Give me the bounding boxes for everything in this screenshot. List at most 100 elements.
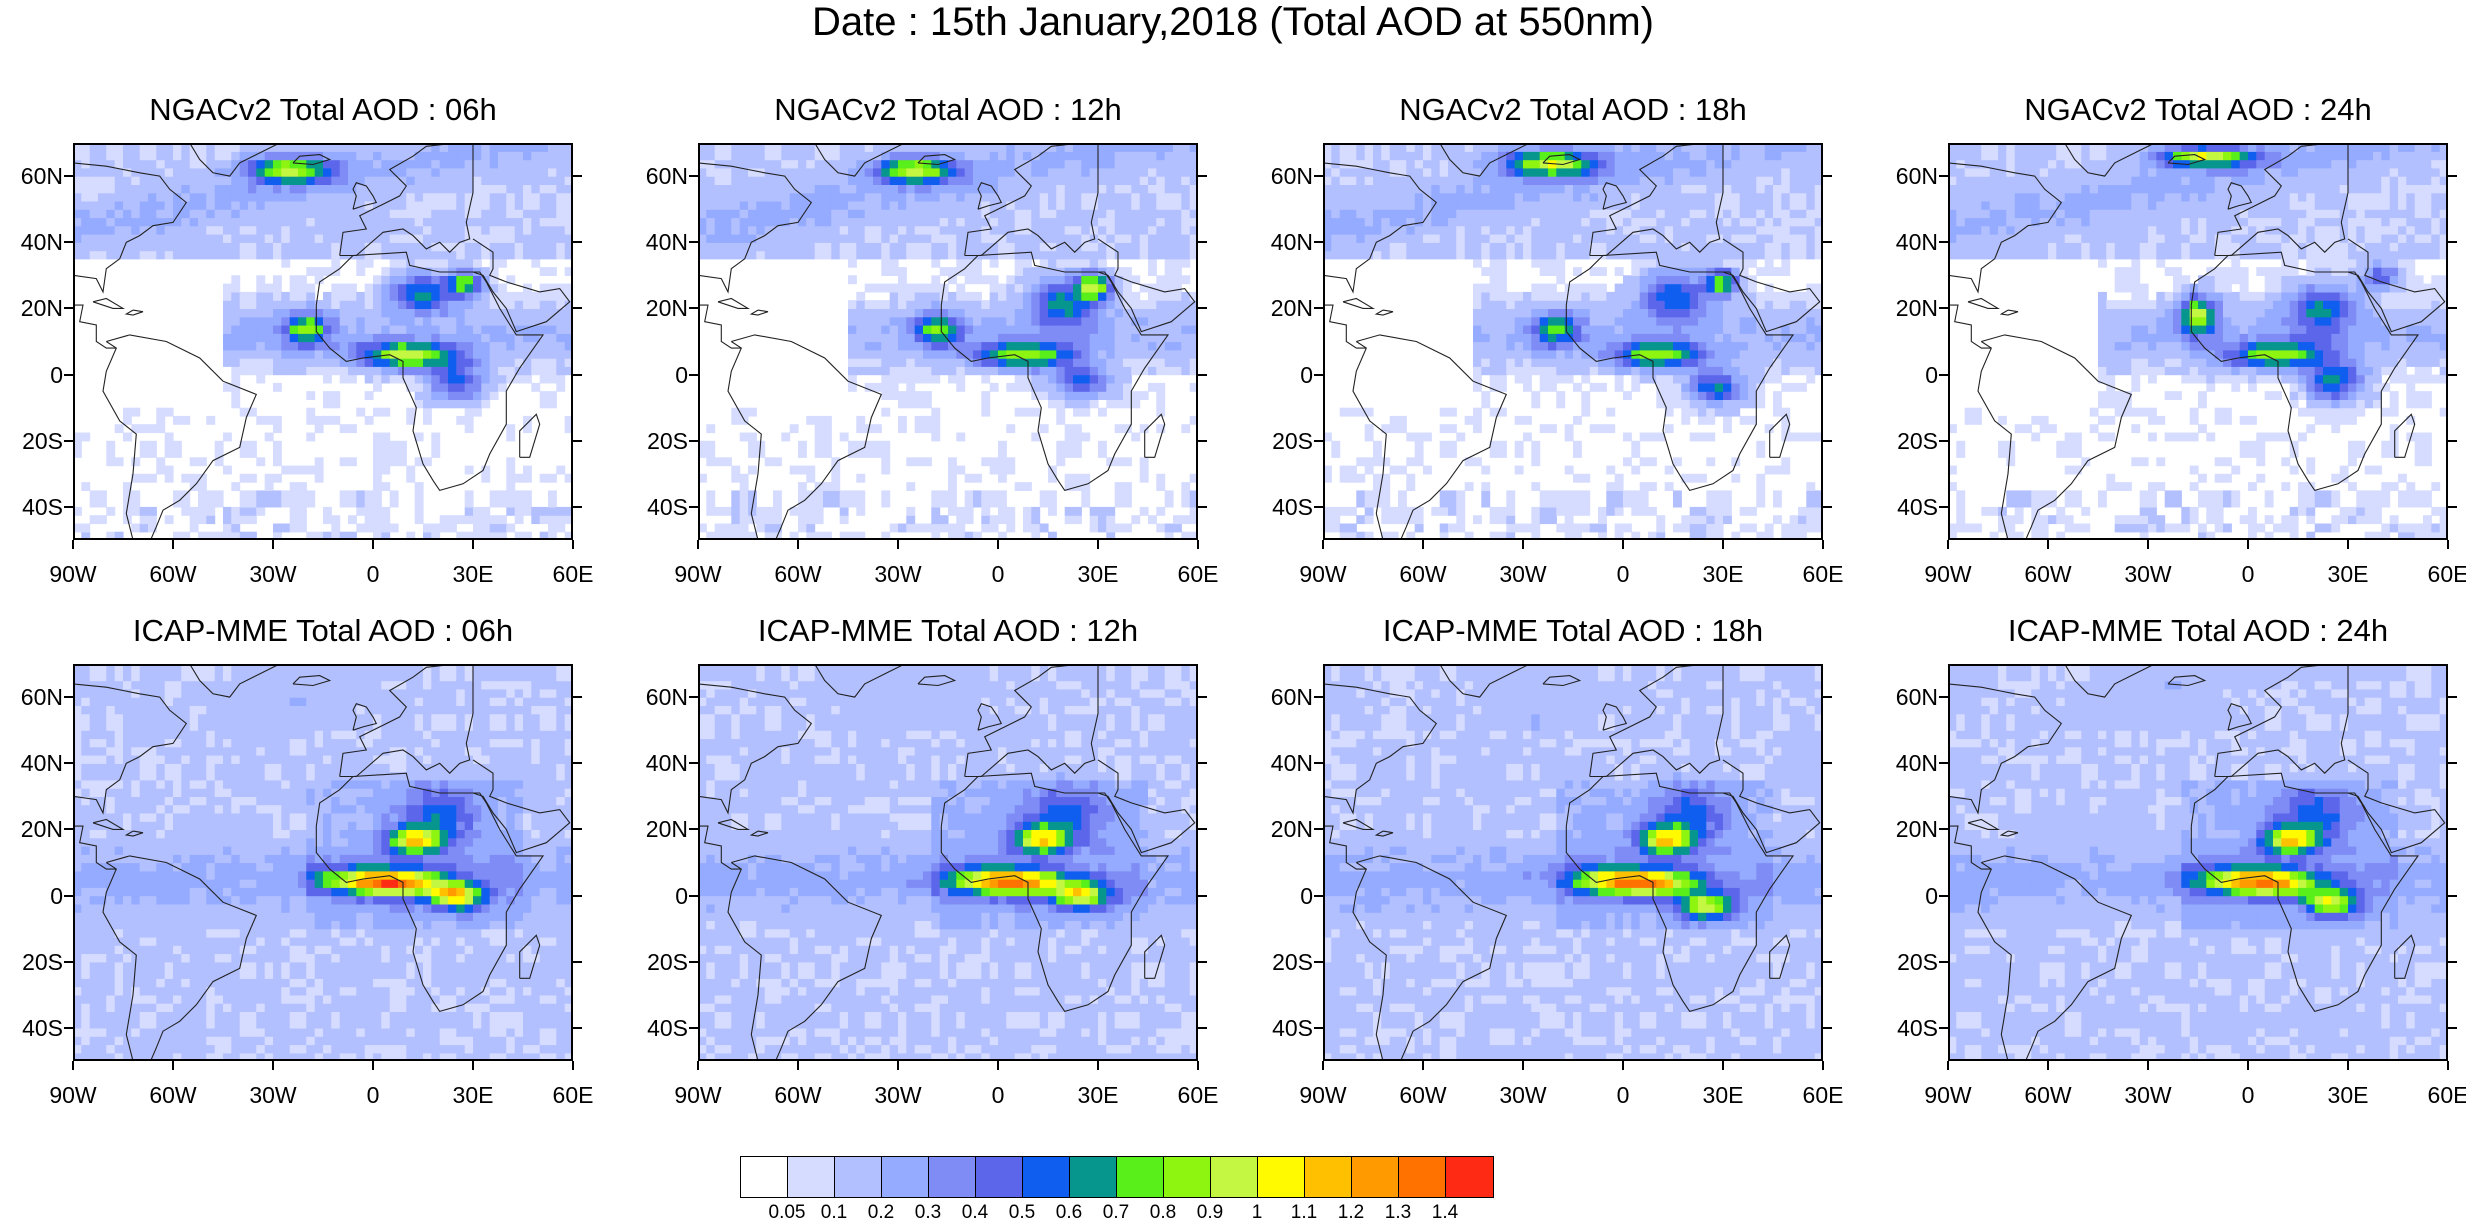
- coastline: [1323, 305, 1366, 348]
- coastline: [1343, 299, 1373, 309]
- lat-tick: [1823, 440, 1832, 442]
- lat-label: 20S: [1878, 429, 1938, 453]
- aod-map-panel: [698, 143, 1198, 540]
- lat-tick: [64, 762, 73, 764]
- lon-tick: [1822, 540, 1824, 549]
- lat-label: 40N: [3, 230, 63, 254]
- aod-field-svg: [698, 143, 1198, 540]
- lon-label: 60E: [2408, 1083, 2466, 1107]
- lat-tick: [1314, 175, 1323, 177]
- lat-label: 40S: [1878, 1016, 1938, 1040]
- lat-tick: [1939, 506, 1948, 508]
- lat-label: 20S: [628, 429, 688, 453]
- lon-label: 90W: [1908, 562, 1988, 586]
- lat-label: 40S: [3, 1016, 63, 1040]
- lon-label: 30W: [2108, 1083, 2188, 1107]
- lat-tick: [573, 175, 582, 177]
- lat-tick: [1198, 696, 1207, 698]
- lon-label: 30W: [233, 1083, 313, 1107]
- lat-label: 40N: [1878, 751, 1938, 775]
- panel-title: NGACv2 Total AOD : 18h: [1323, 93, 1823, 127]
- lon-tick: [1722, 540, 1724, 549]
- coastline: [1376, 310, 1393, 315]
- aod-map-panel: [73, 664, 573, 1061]
- lon-tick: [72, 1061, 74, 1070]
- lat-tick: [1314, 828, 1323, 830]
- lat-tick: [1823, 241, 1832, 243]
- colorbar-swatch: [1258, 1157, 1305, 1197]
- lat-tick: [64, 440, 73, 442]
- lon-tick: [1422, 540, 1424, 549]
- lat-tick: [689, 440, 698, 442]
- lat-label: 0: [1253, 884, 1313, 908]
- coastline: [698, 305, 741, 348]
- lon-tick: [2247, 1061, 2249, 1070]
- lat-tick: [573, 895, 582, 897]
- coastline: [718, 299, 748, 309]
- lon-tick: [2447, 540, 2449, 549]
- panel-title: NGACv2 Total AOD : 12h: [698, 93, 1198, 127]
- lon-label: 0: [333, 1083, 413, 1107]
- colorbar-swatch: [1211, 1157, 1258, 1197]
- lat-tick: [1823, 696, 1832, 698]
- lon-label: 60E: [1158, 562, 1238, 586]
- lon-tick: [1322, 540, 1324, 549]
- lon-label: 60W: [133, 562, 213, 586]
- lon-label: 30W: [1483, 1083, 1563, 1107]
- lat-label: 60N: [628, 685, 688, 709]
- lon-label: 60W: [1383, 1083, 1463, 1107]
- lon-label: 30E: [1058, 562, 1138, 586]
- lon-label: 60W: [133, 1083, 213, 1107]
- lat-tick: [689, 1027, 698, 1029]
- lat-tick: [1939, 961, 1948, 963]
- lat-tick: [573, 1027, 582, 1029]
- aod-map-panel: [73, 143, 573, 540]
- lon-tick: [997, 540, 999, 549]
- lon-label: 0: [2208, 1083, 2288, 1107]
- lon-label: 90W: [658, 1083, 738, 1107]
- lat-tick: [1823, 961, 1832, 963]
- lat-label: 20S: [3, 950, 63, 974]
- lon-tick: [1422, 1061, 1424, 1070]
- lat-tick: [1198, 762, 1207, 764]
- lon-label: 60W: [2008, 1083, 2088, 1107]
- lat-label: 40N: [1253, 751, 1313, 775]
- lat-tick: [573, 307, 582, 309]
- colorbar-swatch: [1164, 1157, 1211, 1197]
- lon-tick: [697, 540, 699, 549]
- lon-tick: [72, 540, 74, 549]
- aod-field-svg: [73, 143, 573, 540]
- lat-label: 60N: [1253, 685, 1313, 709]
- lat-label: 40S: [628, 495, 688, 519]
- lat-tick: [689, 895, 698, 897]
- lat-tick: [1823, 374, 1832, 376]
- lat-tick: [1823, 175, 1832, 177]
- lat-tick: [1314, 241, 1323, 243]
- lat-label: 60N: [1253, 164, 1313, 188]
- lat-label: 40N: [628, 230, 688, 254]
- aod-field-svg: [1323, 664, 1823, 1061]
- lat-tick: [2448, 696, 2457, 698]
- lon-label: 60W: [1383, 562, 1463, 586]
- colorbar-swatch: [1023, 1157, 1070, 1197]
- lat-label: 60N: [628, 164, 688, 188]
- lat-tick: [1939, 1027, 1948, 1029]
- lat-label: 40N: [628, 751, 688, 775]
- panel-title: NGACv2 Total AOD : 24h: [1948, 93, 2448, 127]
- lon-tick: [272, 1061, 274, 1070]
- coastline: [520, 414, 540, 457]
- lat-tick: [1939, 241, 1948, 243]
- lat-tick: [64, 241, 73, 243]
- lon-tick: [172, 540, 174, 549]
- lon-label: 30W: [858, 1083, 938, 1107]
- lat-tick: [1939, 762, 1948, 764]
- lat-tick: [1198, 506, 1207, 508]
- lat-label: 0: [1253, 363, 1313, 387]
- lat-tick: [64, 828, 73, 830]
- lat-label: 40S: [1253, 495, 1313, 519]
- colorbar-swatch: [788, 1157, 835, 1197]
- lon-tick: [1822, 1061, 1824, 1070]
- lat-tick: [573, 828, 582, 830]
- lat-tick: [64, 895, 73, 897]
- lat-tick: [689, 828, 698, 830]
